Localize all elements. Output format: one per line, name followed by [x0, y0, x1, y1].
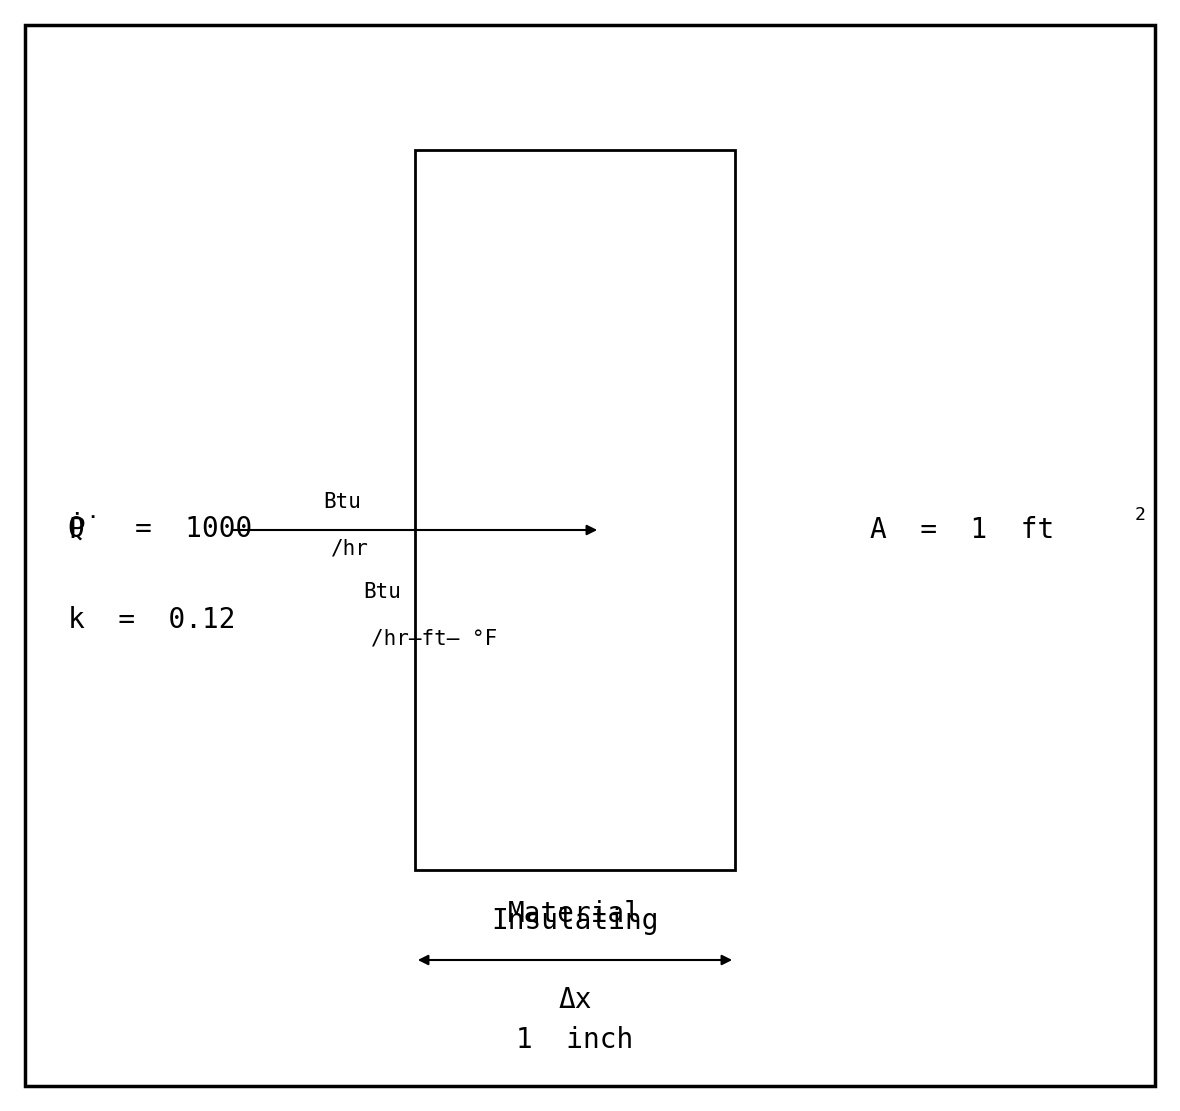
Text: /hr–ft– °F: /hr–ft– °F	[371, 628, 497, 648]
Text: Δx: Δx	[558, 985, 591, 1014]
Text: 1  inch: 1 inch	[517, 1025, 634, 1054]
Text: /hr: /hr	[332, 538, 369, 558]
Text: k  =  0.12: k = 0.12	[68, 605, 236, 634]
Text: Btu: Btu	[323, 492, 361, 512]
Text: Btu: Btu	[363, 582, 401, 602]
Bar	[415, 150, 735, 870]
Text: 2: 2	[1135, 506, 1146, 524]
Text: Material: Material	[509, 900, 642, 928]
Text: Q̇  =  1000: Q̇ = 1000	[68, 516, 253, 544]
Text: A  =  1  ft: A = 1 ft	[870, 516, 1054, 544]
Text: Insulating: Insulating	[491, 907, 658, 935]
Text: Ṗ: Ṗ	[68, 516, 85, 544]
